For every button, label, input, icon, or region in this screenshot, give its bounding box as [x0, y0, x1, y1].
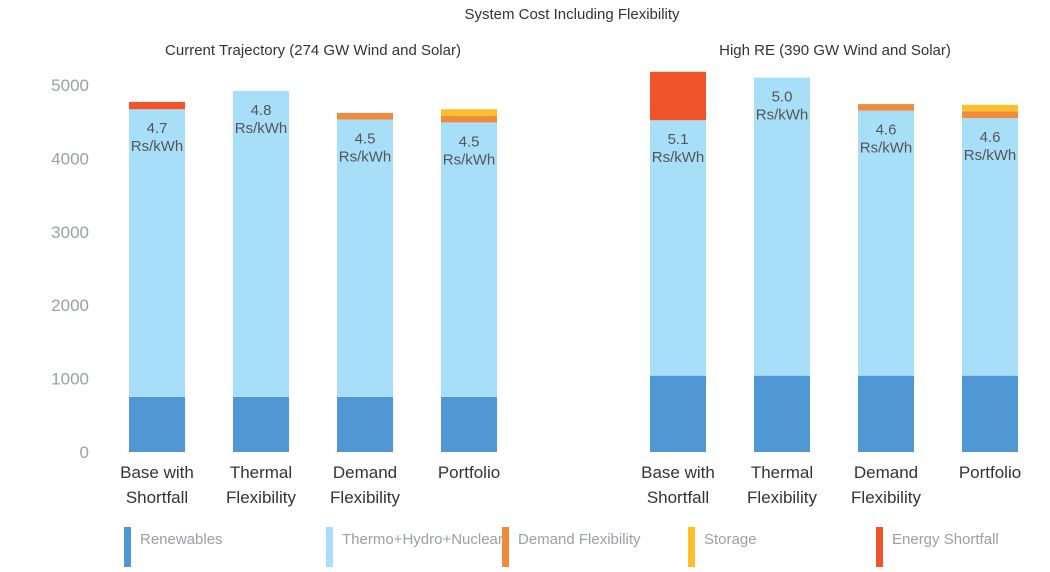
bar-unit-label: Rs/kWh — [860, 140, 913, 157]
bar-unit-label: Rs/kWh — [652, 149, 705, 166]
x-tick-label: Demand — [333, 463, 397, 482]
x-tick-label: Flexibility — [747, 488, 817, 507]
bar-segment — [858, 110, 914, 376]
legend-label: Renewables — [140, 531, 223, 548]
legend-item: Thermo+Hydro+Nuclear — [326, 527, 503, 567]
x-tick-label: Thermal — [751, 463, 813, 482]
bar-segment — [858, 104, 914, 111]
bar-unit-label: Rs/kWh — [131, 138, 184, 155]
bar-segment — [129, 109, 185, 397]
bar-segment — [650, 120, 706, 376]
y-tick-label: 1000 — [51, 370, 89, 389]
chart-panel: Current Trajectory (274 GW Wind and Sola… — [120, 42, 500, 507]
bar-unit-label: Rs/kWh — [339, 148, 392, 165]
x-tick-label: Shortfall — [647, 488, 709, 507]
bar-segment — [129, 396, 185, 452]
chart-panel: High RE (390 GW Wind and Solar)5.1Rs/kWh… — [641, 42, 1021, 507]
bar-segment — [962, 111, 1018, 119]
bar-segment — [962, 104, 1018, 112]
bar-value-label: 4.6 — [980, 129, 1001, 146]
legend-swatch — [326, 527, 333, 567]
y-tick-label: 5000 — [51, 76, 89, 95]
x-tick-label: Base with — [120, 463, 194, 482]
y-tick-label: 0 — [80, 443, 89, 462]
legend-item: Demand Flexibility — [502, 527, 641, 567]
x-tick-label: Portfolio — [438, 463, 500, 482]
bar-unit-label: Rs/kWh — [235, 120, 288, 137]
x-tick-label: Demand — [854, 463, 918, 482]
bar-value-label: 4.5 — [459, 133, 480, 150]
bar-value-label: 4.5 — [355, 130, 376, 147]
bar-segment — [441, 109, 497, 116]
bar-value-label: 4.6 — [876, 122, 897, 139]
legend-label: Thermo+Hydro+Nuclear — [342, 531, 503, 548]
bar-segment — [754, 375, 810, 452]
bar-segment — [233, 396, 289, 452]
bar-segment — [441, 396, 497, 452]
x-tick-label: Shortfall — [126, 488, 188, 507]
panel-subtitle: High RE (390 GW Wind and Solar) — [719, 42, 951, 59]
legend: Renewables Thermo+Hydro+Nuclear Demand Fle… — [124, 527, 999, 567]
bar-segment — [337, 396, 393, 452]
legend-swatch — [124, 527, 131, 567]
chart-title: System Cost Including Flexibility — [464, 6, 680, 23]
y-tick-label: 2000 — [51, 296, 89, 315]
bar-value-label: 5.1 — [668, 131, 689, 148]
legend-label: Demand Flexibility — [518, 531, 641, 548]
bar-segment — [650, 375, 706, 452]
bar-unit-label: Rs/kWh — [756, 107, 809, 124]
bar-segment — [962, 118, 1018, 376]
bar-value-label: 4.8 — [251, 102, 272, 119]
x-tick-label: Flexibility — [330, 488, 400, 507]
bar-segment — [337, 112, 393, 120]
bar-unit-label: Rs/kWh — [443, 151, 496, 168]
bar-value-label: 4.7 — [147, 120, 168, 137]
x-tick-label: Portfolio — [959, 463, 1021, 482]
legend-label: Storage — [704, 531, 757, 548]
legend-item: Renewables — [124, 527, 223, 567]
panel-subtitle: Current Trajectory (274 GW Wind and Sola… — [165, 42, 461, 59]
x-tick-label: Flexibility — [226, 488, 296, 507]
bar-segment — [754, 77, 810, 376]
legend-label: Energy Shortfall — [892, 531, 999, 548]
x-tick-label: Thermal — [230, 463, 292, 482]
bar-segment — [233, 90, 289, 397]
legend-swatch — [502, 527, 509, 567]
y-tick-label: 3000 — [51, 223, 89, 242]
bar-segment — [441, 122, 497, 397]
y-axis: 0 1000 2000 3000 4000 5000 — [51, 76, 89, 462]
bar-unit-label: Rs/kWh — [964, 147, 1017, 164]
bar-segment — [650, 71, 706, 121]
bar-segment — [129, 101, 185, 110]
legend-swatch — [876, 527, 883, 567]
bar-segment — [858, 375, 914, 452]
legend-item: Storage — [688, 527, 757, 567]
bar-value-label: 5.0 — [772, 89, 793, 106]
chart-panels: Current Trajectory (274 GW Wind and Sola… — [120, 42, 1021, 507]
x-tick-label: Flexibility — [851, 488, 921, 507]
legend-swatch — [688, 527, 695, 567]
bar-segment — [441, 115, 497, 123]
x-tick-label: Base with — [641, 463, 715, 482]
y-tick-label: 4000 — [51, 149, 89, 168]
bar-segment — [337, 119, 393, 397]
bar-segment — [962, 375, 1018, 452]
legend-item: Energy Shortfall — [876, 527, 999, 567]
